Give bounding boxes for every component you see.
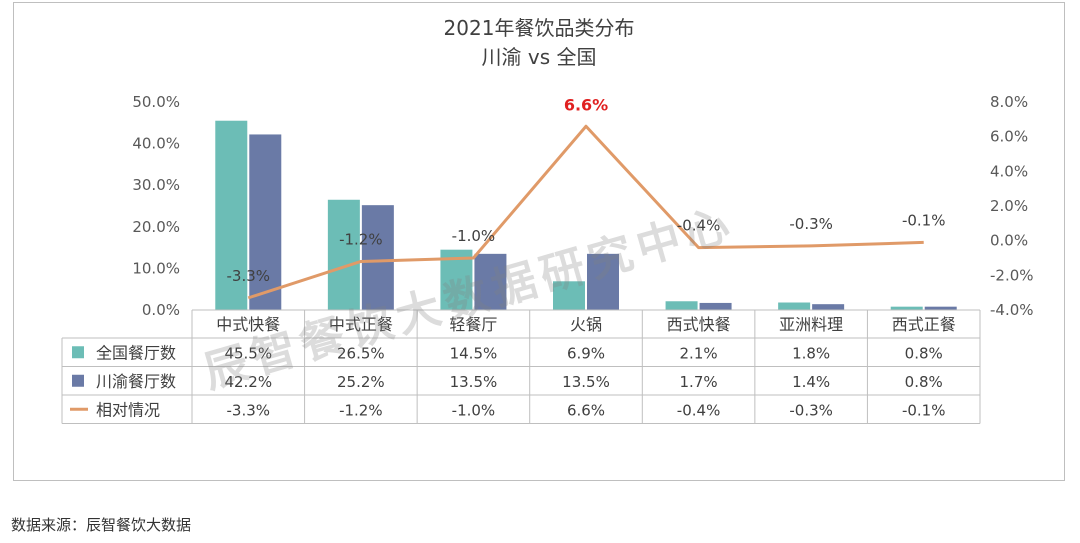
table-cell: 2.1% <box>680 344 718 362</box>
y-right-tick-label: -2.0% <box>990 266 1034 284</box>
bar-chongqing <box>249 134 282 310</box>
relative-data-label: -0.1% <box>902 211 946 229</box>
source-note: 数据来源：辰智餐饮大数据 <box>11 516 192 534</box>
bar-chongqing <box>587 253 619 310</box>
table-cell: 13.5% <box>450 373 498 391</box>
y-right-tick-label: 6.0% <box>990 128 1028 146</box>
relative-data-label: -0.3% <box>789 215 833 233</box>
legend-key-national <box>72 346 84 359</box>
relative-line <box>247 124 924 300</box>
table-cell: 13.5% <box>562 373 610 391</box>
relative-peak-label: 6.6% <box>564 95 608 114</box>
category-label: 西式快餐 <box>667 315 731 334</box>
bar-national <box>327 199 360 310</box>
category-label: 中式正餐 <box>329 315 393 334</box>
table-cell: 0.8% <box>905 344 943 362</box>
y-left-tick-label: 40.0% <box>132 135 180 153</box>
relative-data-label: -3.3% <box>227 267 271 285</box>
relative-data-label: -1.2% <box>339 230 383 248</box>
table-cell: 6.6% <box>567 401 605 419</box>
table-cell: -0.1% <box>902 401 946 419</box>
bar-chongqing <box>699 302 732 310</box>
y-right-tick-label: 8.0% <box>990 93 1028 111</box>
category-label: 火锅 <box>570 315 602 334</box>
table-cell: 6.9% <box>567 344 605 362</box>
y-right-tick-label: 4.0% <box>990 162 1028 180</box>
table-cell: 1.7% <box>680 373 718 391</box>
y-left-tick-label: 20.0% <box>132 218 180 236</box>
y-left-tick-label: 0.0% <box>142 301 180 319</box>
chart-subtitle: 川渝 vs 全国 <box>482 45 597 69</box>
table-cell: -1.0% <box>452 401 496 419</box>
y-right-tick-label: 2.0% <box>990 197 1028 215</box>
table-cell: 42.2% <box>224 373 272 391</box>
category-label: 轻餐厅 <box>449 315 497 334</box>
legend-label: 全国餐厅数 <box>96 343 176 362</box>
bar-chongqing <box>812 304 845 310</box>
table-cell: 1.8% <box>792 344 830 362</box>
bar-national <box>890 306 923 310</box>
table-cell: -0.4% <box>677 401 721 419</box>
legend-label: 相对情况 <box>96 400 160 419</box>
relative-data-label: -1.0% <box>452 227 496 245</box>
y-left-tick-label: 50.0% <box>132 93 180 111</box>
bar-national <box>665 301 698 310</box>
category-label: 西式正餐 <box>892 315 956 334</box>
table-cell: -1.2% <box>339 401 383 419</box>
bar-chongqing <box>924 306 957 310</box>
table-cell: 0.8% <box>905 373 943 391</box>
category-label: 中式快餐 <box>216 315 280 334</box>
table-cell: 14.5% <box>450 344 498 362</box>
bar-chongqing <box>474 253 507 310</box>
table-cell: -0.3% <box>789 401 833 419</box>
chart-title: 2021年餐饮品类分布 <box>444 16 635 40</box>
table-cell: 25.2% <box>337 373 385 391</box>
relative-data-label: -0.4% <box>677 217 721 235</box>
legend-label: 川渝餐厅数 <box>96 372 176 391</box>
bar-national <box>553 281 585 310</box>
chart-frame: 2021年餐饮品类分布 川渝 vs 全国 0.0% 10.0% 20.0% 30.0% 40… <box>13 2 1065 481</box>
bar-national <box>215 120 248 310</box>
legend-key-chongqing <box>72 374 84 387</box>
y-right-tick-label: 0.0% <box>990 232 1028 250</box>
table-cell: 26.5% <box>337 344 385 362</box>
table-cell: -3.3% <box>227 401 271 419</box>
table-cell: 45.5% <box>224 344 272 362</box>
bar-national <box>778 302 811 310</box>
bar-chongqing <box>361 205 394 310</box>
table-cell: 1.4% <box>792 373 830 391</box>
y-left-tick-label: 10.0% <box>132 259 180 277</box>
y-right-tick-label: -4.0% <box>990 301 1034 319</box>
y-left-tick-label: 30.0% <box>132 176 180 194</box>
category-label: 亚洲料理 <box>779 315 843 334</box>
